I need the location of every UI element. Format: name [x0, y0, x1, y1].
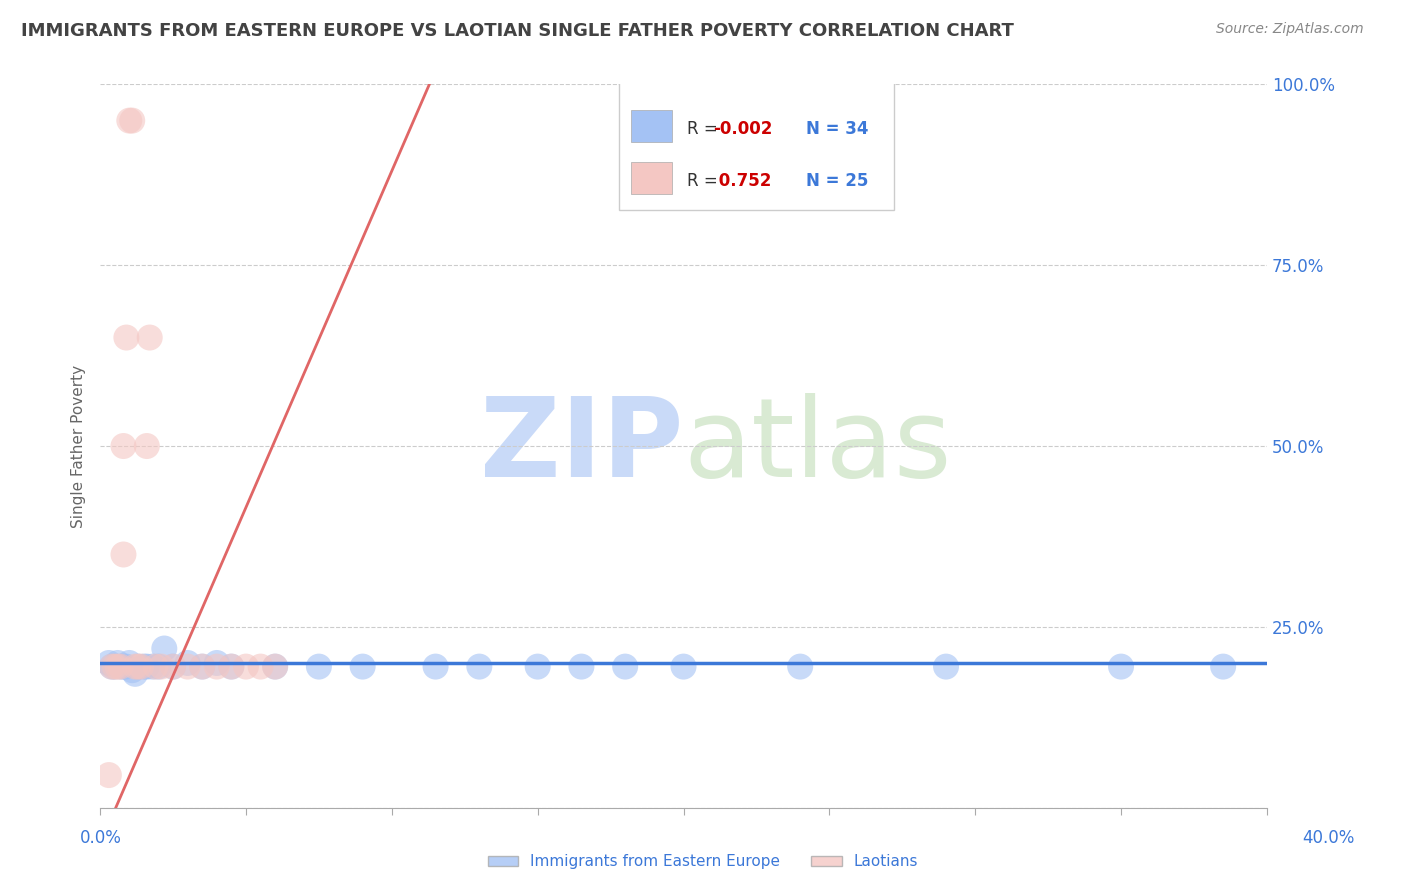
Point: [121, 663, 143, 677]
Text: 0.0%: 0.0%: [80, 829, 122, 847]
Point: [124, 666, 146, 681]
FancyBboxPatch shape: [631, 110, 672, 142]
Point: [526, 659, 548, 673]
Text: R =: R =: [688, 120, 723, 138]
Point: [221, 659, 243, 673]
Point: [142, 659, 165, 673]
Point: [110, 659, 132, 673]
Point: [205, 659, 228, 673]
Point: [789, 659, 811, 673]
Point: [672, 659, 695, 673]
Point: [138, 330, 160, 344]
Point: [97, 768, 120, 782]
Point: [935, 659, 957, 673]
Point: [425, 659, 447, 673]
FancyBboxPatch shape: [631, 161, 672, 194]
Point: [135, 659, 157, 673]
Point: [121, 113, 143, 128]
Point: [191, 659, 214, 673]
Point: [135, 439, 157, 453]
Point: [264, 659, 287, 673]
Point: [249, 659, 271, 673]
Point: [129, 659, 152, 673]
Point: [107, 659, 129, 673]
Point: [127, 659, 149, 673]
Point: [145, 659, 167, 673]
Text: ZIP: ZIP: [479, 392, 683, 500]
Text: N = 34: N = 34: [806, 120, 869, 138]
Point: [162, 659, 184, 673]
Point: [97, 656, 120, 670]
Point: [162, 659, 184, 673]
Point: [571, 659, 593, 673]
Point: [101, 659, 124, 673]
Y-axis label: Single Father Poverty: Single Father Poverty: [72, 365, 86, 527]
Point: [614, 659, 637, 673]
Point: [468, 659, 491, 673]
Text: IMMIGRANTS FROM EASTERN EUROPE VS LAOTIAN SINGLE FATHER POVERTY CORRELATION CHAR: IMMIGRANTS FROM EASTERN EUROPE VS LAOTIA…: [21, 22, 1014, 40]
Text: 40.0%: 40.0%: [1302, 829, 1355, 847]
Point: [104, 659, 127, 673]
Point: [235, 659, 257, 673]
Point: [112, 659, 135, 673]
Point: [352, 659, 374, 673]
Point: [148, 659, 170, 673]
Point: [264, 659, 287, 673]
Point: [205, 656, 228, 670]
Point: [150, 659, 173, 673]
Point: [221, 659, 243, 673]
Point: [132, 659, 155, 673]
FancyBboxPatch shape: [619, 81, 894, 211]
Point: [308, 659, 330, 673]
Point: [118, 113, 141, 128]
Text: -0.002: -0.002: [713, 120, 772, 138]
Point: [176, 656, 198, 670]
Legend: Immigrants from Eastern Europe, Laotians: Immigrants from Eastern Europe, Laotians: [482, 848, 924, 875]
Text: R =: R =: [688, 172, 723, 190]
Text: N = 25: N = 25: [806, 172, 869, 190]
Point: [112, 439, 135, 453]
Point: [118, 656, 141, 670]
Point: [107, 656, 129, 670]
Point: [176, 659, 198, 673]
Point: [115, 659, 138, 673]
Point: [1109, 659, 1132, 673]
Text: Source: ZipAtlas.com: Source: ZipAtlas.com: [1216, 22, 1364, 37]
Point: [1212, 659, 1234, 673]
Text: 0.752: 0.752: [713, 172, 770, 190]
Point: [127, 659, 149, 673]
Point: [153, 641, 176, 656]
Point: [101, 659, 124, 673]
Point: [124, 659, 146, 673]
Point: [115, 330, 138, 344]
Point: [104, 659, 127, 673]
Point: [110, 659, 132, 673]
Point: [112, 548, 135, 562]
Text: atlas: atlas: [683, 392, 952, 500]
Point: [191, 659, 214, 673]
